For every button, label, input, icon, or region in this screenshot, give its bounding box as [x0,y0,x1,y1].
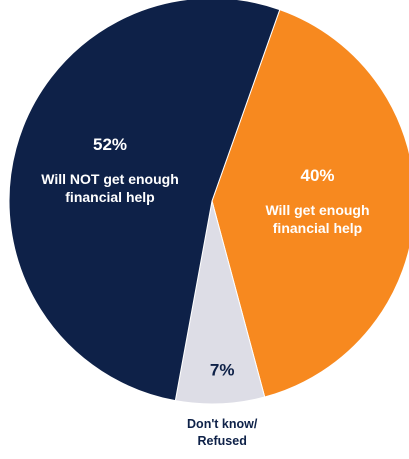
pie-slice-will-not-get-enough-financial-help [8,0,281,402]
category-label-will-not-get-enough-financial-help: Will NOT get enough financial help [41,171,179,205]
data-label-will-get-enough-financial-help: 40% [300,166,334,185]
pie-slice-will-get-enough-financial-help [211,9,409,398]
category-label-will-get-enough-financial-help: Will get enough financial help [265,202,369,236]
data-label-will-not-get-enough-financial-help: 52% [93,135,127,154]
category-label-don-t-know-refused: Don't know/Refused [187,417,258,448]
data-label-don-t-know-refused: 7% [210,361,235,380]
